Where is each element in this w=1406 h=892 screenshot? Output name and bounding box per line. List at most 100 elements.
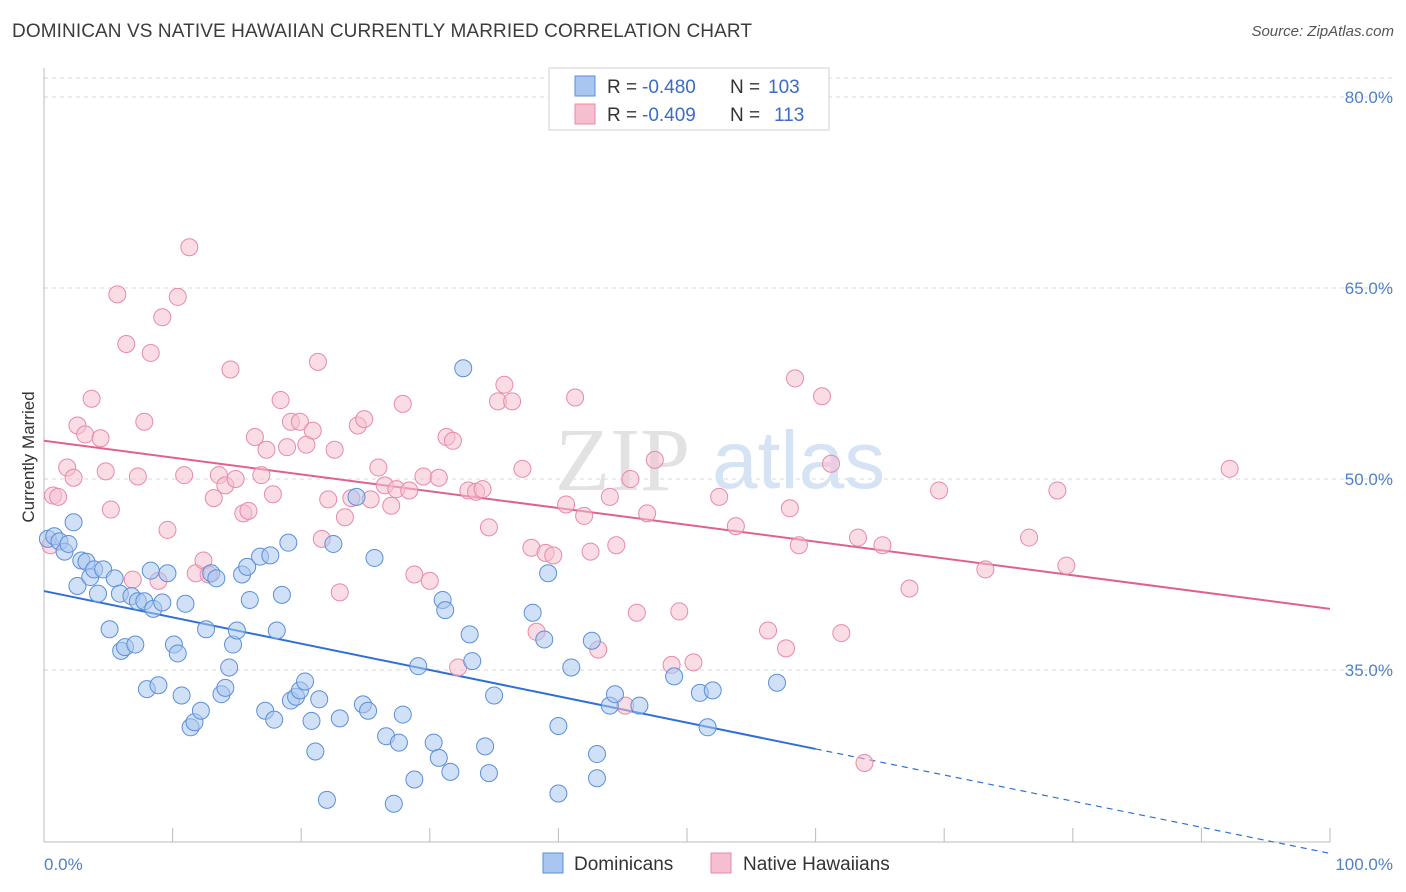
dominican-point (630, 696, 649, 715)
dominican-point (176, 594, 195, 613)
dominican-point (216, 678, 235, 697)
native-hawaiian-point (638, 504, 657, 523)
legend-n-label-1: N = (730, 77, 760, 98)
dominican-point (279, 533, 298, 552)
native-hawaiian-point (581, 542, 600, 561)
native-hawaiian-point (382, 496, 401, 515)
dominican-point (302, 711, 321, 730)
native-hawaiian-point (393, 394, 412, 413)
native-hawaiian-point (91, 429, 110, 448)
dominican-point (768, 673, 787, 692)
native-hawaiian-point (325, 440, 344, 459)
native-hawaiian-point (710, 487, 729, 506)
dominican-point (365, 548, 384, 567)
x-tick-label: 100.0% (1335, 855, 1393, 874)
native-hawaiian-point (786, 369, 805, 388)
dominican-point (207, 569, 226, 588)
native-hawaiian-point (1057, 556, 1076, 575)
dominican-point (359, 701, 378, 720)
native-hawaiian-point (76, 425, 95, 444)
y-tick-label: 80.0% (1345, 88, 1393, 107)
dominican-point (310, 690, 329, 709)
native-hawaiian-point (473, 480, 492, 499)
dominican-point (436, 601, 455, 620)
legend-r-label-2: R = (607, 105, 637, 126)
native-hawaiian-point (257, 440, 276, 459)
native-hawaiian-point (400, 481, 419, 500)
dominican-point (238, 557, 257, 576)
dominican-point (330, 709, 349, 728)
native-hawaiian-point (49, 487, 68, 506)
dominican-point (535, 630, 554, 649)
chart-title: DOMINICAN VS NATIVE HAWAIIAN CURRENTLY M… (12, 21, 753, 42)
dominican-point (587, 745, 606, 764)
native-hawaiian-point (128, 467, 147, 486)
native-hawaiian-point (64, 468, 83, 487)
native-hawaiian-point (575, 506, 594, 525)
native-hawaiian-point (153, 308, 172, 327)
native-hawaiian-point (759, 621, 778, 640)
dominican-point (141, 561, 160, 580)
data-points (38, 238, 1239, 813)
dominican-point (562, 658, 581, 677)
native-hawaiian-point (158, 520, 177, 539)
native-hawaiian-point (96, 462, 115, 481)
dominican-point (59, 534, 78, 553)
y-tick-label: 35.0% (1345, 661, 1393, 680)
native-hawaiian-point (245, 427, 264, 446)
dominican-point (665, 667, 684, 686)
x-tick-label: 0.0% (44, 855, 83, 874)
native-hawaiian-point (832, 624, 851, 643)
dominican-point (240, 590, 259, 609)
native-hawaiian-point (503, 392, 522, 411)
dominican-point (149, 676, 168, 695)
dominican-point (703, 681, 722, 700)
y-tick-labels: 80.0% 65.0% 50.0% 35.0% (1345, 88, 1393, 680)
dominican-point (460, 625, 479, 644)
dominican-point (485, 686, 504, 705)
native-hawaiian-point (684, 653, 703, 672)
watermark-atlas: atlas (712, 415, 885, 506)
native-hawaiian-point (976, 560, 995, 579)
dominican-point (317, 790, 336, 809)
native-hawaiian-point (1048, 481, 1067, 500)
native-hawaiian-point (221, 360, 240, 379)
native-hawaiian-point (226, 470, 245, 488)
native-hawaiian-point (607, 536, 626, 555)
native-hawaiian-point (780, 499, 799, 518)
native-hawaiian-point (557, 495, 576, 514)
native-hawaiian-point (930, 481, 949, 500)
dominican-point (347, 487, 366, 506)
legend-r-value-1: -0.480 (642, 77, 696, 98)
dominican-point (523, 603, 542, 622)
dominican-point (64, 513, 83, 532)
native-hawaiian-point (180, 238, 199, 257)
native-hawaiian-point (900, 579, 919, 598)
native-hawaiian-point (849, 528, 868, 547)
native-hawaiian-point (239, 501, 258, 520)
native-hawaiian-point (544, 546, 563, 565)
native-hawaiian-point (600, 487, 619, 506)
native-hawaiian-point (204, 489, 223, 508)
dominican-point (126, 635, 145, 654)
native-hawaiian-point (278, 438, 297, 457)
native-hawaiian-point (330, 583, 349, 602)
native-hawaiian-point (873, 536, 892, 555)
dominican-point (89, 584, 108, 603)
bottom-legend-native-hawaiians: Native Hawaiians (743, 854, 890, 875)
dominican-trend-line (43, 590, 816, 750)
dominican-point (476, 737, 495, 756)
dominican-point (100, 620, 119, 639)
native-hawaiian-point (263, 485, 282, 504)
dominican-point (197, 620, 216, 639)
dominican-point (463, 652, 482, 671)
native-hawaiian-point (369, 458, 388, 477)
y-tick-label: 50.0% (1345, 470, 1393, 489)
native-hawaiian-point (335, 508, 354, 527)
native-hawaiian-point (82, 389, 101, 408)
native-hawaiian-point (123, 570, 142, 589)
dominican-point (267, 621, 286, 640)
native-hawaiian-point (303, 421, 322, 440)
native-hawaiian-point (513, 459, 532, 478)
